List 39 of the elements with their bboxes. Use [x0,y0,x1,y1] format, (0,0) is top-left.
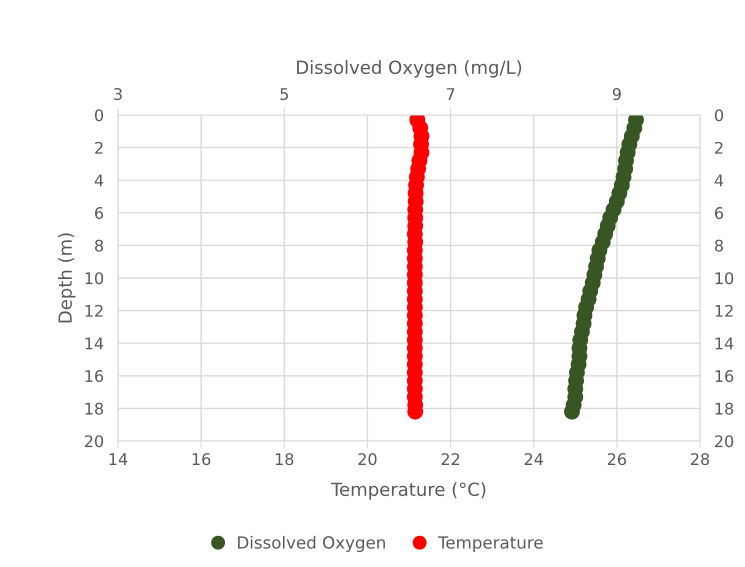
y2-tick-label: 0 [714,109,723,122]
y2-tick-label: 18 [716,402,734,415]
x2-tick-label: 9 [612,88,621,100]
legend-label: Dissolved Oxygen [238,536,385,552]
x-tick-label: 20 [358,453,377,466]
x-tick-label: 14 [110,453,128,465]
x-axis-title: Temperature (°C) [331,482,486,500]
x2-axis-title: Dissolved Oxygen (mg/L) [297,60,522,78]
y-tick-label: 14 [86,338,104,350]
x-tick-label: 26 [608,453,626,466]
x-tick-label: 16 [192,453,210,466]
y-tick-label: 10 [86,272,104,284]
y-tick-label: 16 [86,370,104,382]
y-tick-label: 6 [95,207,104,220]
y2-tick-label: 8 [714,240,723,252]
y2-tick-label: 16 [716,370,734,382]
y-tick-label: 8 [95,240,104,252]
y2-tick-label: 14 [716,338,734,350]
y-tick-label: 18 [86,402,104,415]
y2-tick-label: 12 [716,304,733,317]
x2-tick-label: 7 [446,88,454,100]
x-tick-label: 18 [276,453,294,466]
y-tick-label: 12 [86,304,103,317]
y2-tick-label: 20 [715,435,734,448]
x2-tick-label: 3 [114,88,122,100]
x2-tick-label: 5 [280,88,288,100]
y2-tick-label: 10 [716,272,734,284]
y2-tick-label: 2 [715,142,722,154]
y-axis-title: Depth (m) [58,233,76,322]
y-tick-label: 20 [84,435,104,448]
y-tick-label: 2 [95,142,103,154]
y2-tick-label: 4 [714,174,724,186]
x-tick-label: 28 [691,453,710,466]
x-tick-label: 24 [524,453,543,465]
y2-tick-label: 6 [715,207,724,220]
x-tick-label: 22 [442,453,460,465]
legend-label: Temperature [438,536,543,552]
y-tick-label: 4 [94,174,104,186]
y-tick-label: 0 [95,109,104,122]
